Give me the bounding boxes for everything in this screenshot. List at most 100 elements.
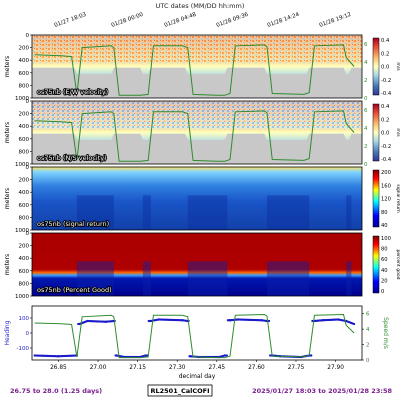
- station-stripe: [346, 261, 352, 296]
- header-date-label: 01/28 09:36: [216, 12, 250, 29]
- panel-label: os75nb (signal return): [37, 220, 109, 228]
- header-date-label: 01/28 19:12: [319, 12, 352, 29]
- y-tick-label: 800: [19, 281, 30, 287]
- x-tick-label: 27.00: [90, 365, 107, 371]
- x-tick-label: 27.75: [288, 365, 305, 371]
- heatmap-texture: [32, 101, 362, 130]
- station-stripe: [142, 261, 151, 296]
- right-tick-label: 0: [366, 358, 370, 364]
- y-axis-label: meters: [4, 122, 11, 143]
- y-axis-label: meters: [4, 254, 11, 275]
- heatmap-field: [32, 233, 362, 296]
- right-tick-label: 4: [366, 327, 370, 333]
- y-tick-label: 0: [26, 165, 30, 171]
- y-tick-label: 600: [19, 203, 30, 209]
- colorbar-tick-label: 120: [381, 197, 391, 203]
- right-tick-label: 2: [364, 144, 368, 150]
- speed-line: [34, 44, 355, 96]
- colorbar-tick-label: 40: [381, 223, 388, 229]
- footer-cruise-box: [147, 384, 213, 397]
- right-tick-label: 6: [366, 312, 370, 318]
- panel-frame: [31, 232, 363, 297]
- speed-line: [34, 110, 355, 162]
- header-title: UTC dates (MM/DD hh:mm): [156, 2, 245, 10]
- heading-point: [310, 354, 313, 357]
- colorbar-tick-label: 40: [381, 268, 388, 274]
- colorbar-tick-label: 20: [381, 278, 388, 284]
- right-axis-label: Speed m/s: [382, 317, 389, 349]
- heatmap-texture: [32, 35, 362, 64]
- y-tick-label: 200: [19, 178, 30, 184]
- x-axis-label: decimal day: [179, 373, 216, 380]
- x-tick-label: 27.30: [169, 365, 186, 371]
- station-stripe: [187, 261, 228, 296]
- heatmap-field: [32, 167, 362, 230]
- header-date-label: 01/28 00:00: [111, 12, 145, 29]
- colorbar-label: signal return: [395, 184, 400, 213]
- y-tick-label: 400: [19, 58, 30, 64]
- colorbar-tick-label: 0.0: [381, 131, 389, 137]
- colorbar-tick-label: 0.2: [381, 117, 389, 123]
- colorbar-label: percent good: [395, 250, 400, 280]
- y-tick-label: 0: [26, 99, 30, 105]
- station-stripe: [76, 195, 114, 230]
- colorbar-tick-label: 0.4: [381, 104, 390, 110]
- y-tick-label: 200: [19, 244, 30, 250]
- y-tick-label: 0: [26, 33, 30, 39]
- heading-point: [352, 322, 356, 326]
- footer-range-dates: 2025/01/27 18:03 to 2025/01/28 23:58: [252, 387, 392, 395]
- bottom-mask: [32, 67, 362, 98]
- header-date-label: 01/28 14:24: [267, 12, 301, 29]
- colorbar-tick-label: -0.4: [381, 91, 392, 97]
- right-tick-label: 6: [364, 108, 368, 114]
- colorbar-tick-label: 60: [381, 257, 388, 263]
- colorbar: [372, 103, 380, 162]
- right-tick-label: 6: [364, 42, 368, 48]
- heading-point: [267, 319, 271, 323]
- heading-point: [225, 354, 228, 357]
- station-stripe: [266, 261, 310, 296]
- y-tick-label: 600: [19, 269, 30, 275]
- colorbar: [372, 235, 380, 294]
- y-tick-label: 100: [19, 316, 30, 322]
- colorbar-label: m/s: [395, 62, 400, 71]
- x-tick-label: 27.45: [208, 365, 225, 371]
- y-tick-label: 200: [19, 46, 30, 52]
- colorbar: [372, 37, 380, 96]
- y-tick-label: 800: [19, 215, 30, 221]
- x-tick-label: 27.90: [327, 365, 344, 371]
- right-tick-label: 0: [364, 162, 368, 168]
- y-tick-label: 1000: [15, 228, 29, 234]
- station-stripe: [142, 195, 151, 230]
- panels: 6420Speed02004006008001000metersos75nb (…: [4, 33, 400, 380]
- y-axis-label: meters: [4, 188, 11, 209]
- station-stripe: [187, 195, 228, 230]
- header-dates: 01/27 18:03 01/28 00:00 01/28 04:48 01/28 0…: [54, 12, 352, 29]
- colorbar-tick-label: 160: [381, 183, 391, 189]
- colorbar-tick-label: 100: [381, 236, 391, 242]
- y-axis-label: Heading: [4, 320, 11, 345]
- right-tick-label: 2: [364, 78, 368, 84]
- right-tick-label: 4: [364, 60, 368, 66]
- x-tick-label: 27.15: [129, 365, 146, 371]
- panel-frame: [31, 305, 363, 361]
- colorbar-tick-label: 0.2: [381, 51, 389, 57]
- footer-range-days: 26.75 to 28.0 (1.25 days): [10, 387, 102, 395]
- y-tick-label: 1000: [15, 294, 29, 300]
- station-stripe: [266, 195, 310, 230]
- colorbar-tick-label: -0.2: [381, 78, 391, 84]
- y-tick-label: 400: [19, 256, 30, 262]
- y-tick-label: 600: [19, 71, 30, 77]
- colorbar-tick-label: -0.2: [381, 144, 391, 150]
- x-tick-label: 27.60: [248, 365, 265, 371]
- right-tick-label: 2: [366, 343, 370, 349]
- colorbar-tick-label: 0.0: [381, 65, 389, 71]
- panel-frame: [31, 166, 363, 231]
- header-date-label: 01/28 04:48: [164, 12, 198, 29]
- panel-label: os75nb (N/S velocity): [37, 154, 107, 162]
- station-stripe: [76, 261, 114, 296]
- y-tick-label: 600: [19, 137, 30, 143]
